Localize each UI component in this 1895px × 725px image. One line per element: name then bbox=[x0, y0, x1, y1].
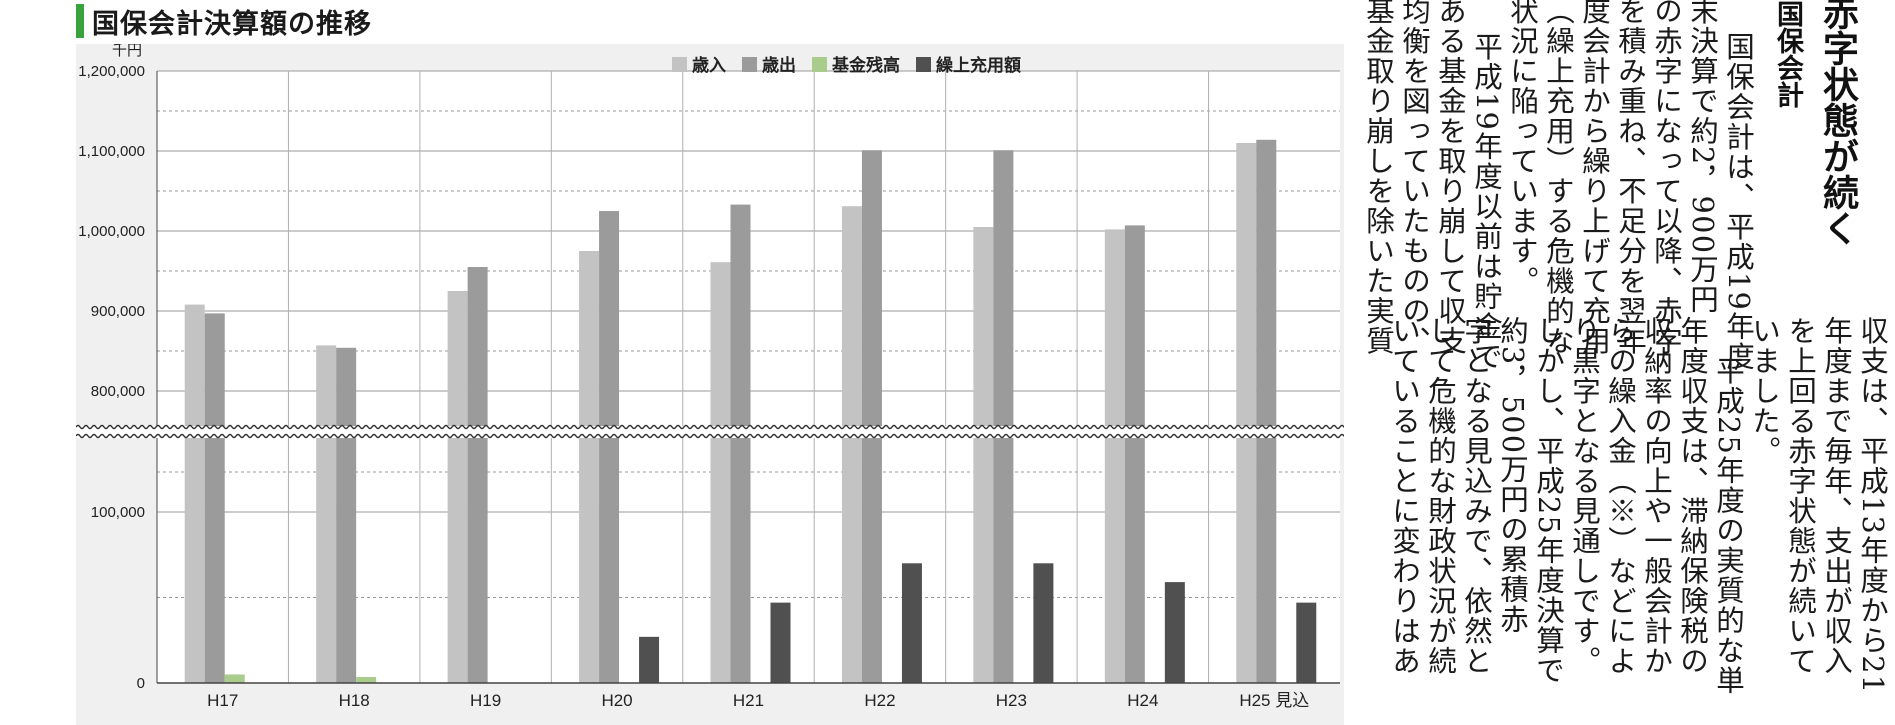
x-tick-label: H18 bbox=[339, 691, 370, 710]
bar-繰上充用額-H25 見込 bbox=[1296, 602, 1317, 683]
article-column-top: 状況に陥っています。 bbox=[1506, 0, 1539, 296]
chart-panel: 0 100,000 800,000 900,000 1,000,000 1,100,000… bbox=[76, 44, 1344, 725]
bar-基金残高-H17 bbox=[224, 674, 245, 683]
article-column-bottom: を上回る赤字状態が続いて bbox=[1784, 316, 1817, 676]
legend-label: 歳出 bbox=[762, 55, 796, 75]
bar-繰上充用額-H20 bbox=[639, 636, 660, 683]
bar-繰上充用額-H24 bbox=[1164, 582, 1185, 683]
article-column-top: 度会計から繰り上げて充用 bbox=[1578, 0, 1611, 356]
article-text: 赤字状態が続く 国保会計 国保会計は、平成19年度 末決算で約2，900万円 の赤字にな… bbox=[1356, 0, 1895, 725]
article-column-top: 基金取り崩しを除いた実質 bbox=[1362, 0, 1395, 356]
x-tick-label: H22 bbox=[864, 691, 895, 710]
article-column-top: ある基金を取り崩して収支 bbox=[1434, 0, 1467, 356]
bar-歳出-H17 bbox=[204, 313, 225, 683]
bar-歳出-H25 見込 bbox=[1256, 139, 1277, 684]
article-column-bottom: 年度収支は、滞納保険税の bbox=[1676, 316, 1709, 676]
bar-歳出-H24 bbox=[1124, 225, 1145, 683]
bar-歳出-H22 bbox=[861, 150, 882, 683]
article-column-top: の赤字になって以降、赤字 bbox=[1650, 0, 1683, 356]
legend-label: 歳入 bbox=[692, 55, 726, 75]
y-tick-label: 100,000 bbox=[91, 504, 145, 521]
y-tick-label: 800,000 bbox=[91, 383, 145, 400]
bar-歳入-H20 bbox=[579, 251, 600, 683]
bar-繰上充用額-H21 bbox=[770, 602, 791, 683]
bar-基金残高-H18 bbox=[356, 677, 377, 683]
axis-break-line bbox=[76, 424, 1344, 430]
page-header: 国保会計決算額の推移 bbox=[0, 0, 1340, 40]
bar-歳入-H22 bbox=[841, 206, 862, 683]
article-column-bottom: して危機的な財政状況が続 bbox=[1424, 316, 1457, 676]
article-subheading: 国保会計 bbox=[1772, 0, 1803, 108]
x-tick-label: H20 bbox=[601, 691, 632, 710]
article-heading: 赤字状態が続く bbox=[1817, 0, 1858, 246]
article-column-bottom: 平成25年度の実質的な単 bbox=[1712, 356, 1745, 696]
bar-歳出-H19 bbox=[467, 267, 488, 683]
bar-歳入-H21 bbox=[710, 262, 731, 683]
article-column-top: を積み重ね、不足分を翌年 bbox=[1614, 0, 1647, 356]
y-tick-label: 0 bbox=[137, 675, 145, 692]
bar-歳入-H25 見込 bbox=[1236, 143, 1257, 683]
page-title: 国保会計決算額の推移 bbox=[92, 9, 372, 40]
axis-break-band bbox=[76, 426, 1344, 438]
bar-chart: 0 100,000 800,000 900,000 1,000,000 1,100,000… bbox=[76, 44, 1344, 710]
y-axis-unit: 千円 bbox=[112, 44, 142, 59]
y-tick-label: 1,200,000 bbox=[78, 63, 145, 80]
legend-swatch-繰上充用額 bbox=[916, 57, 931, 72]
bar-歳出-H20 bbox=[599, 211, 620, 683]
bar-歳入-H24 bbox=[1104, 229, 1125, 683]
x-tick-label: H25 見込 bbox=[1239, 691, 1309, 710]
article-column-bottom: いていることに変わりはあ bbox=[1388, 316, 1421, 676]
bar-歳出-H21 bbox=[730, 204, 751, 683]
bar-歳出-H23 bbox=[993, 150, 1014, 683]
bar-繰上充用額-H23 bbox=[1033, 563, 1054, 683]
legend-swatch-歳出 bbox=[742, 57, 757, 72]
article-column-top: 平成19年度以前は貯金で bbox=[1470, 32, 1503, 372]
bar-歳入-H18 bbox=[316, 345, 337, 683]
bar-歳入-H19 bbox=[447, 291, 468, 683]
y-tick-label: 1,000,000 bbox=[78, 223, 145, 240]
bar-歳入-H17 bbox=[184, 304, 205, 683]
article-column-bottom: 収納率の向上や一般会計か bbox=[1640, 316, 1673, 676]
x-tick-label: H21 bbox=[733, 691, 764, 710]
axis-break-line bbox=[76, 433, 1344, 439]
article-column-bottom: 字となる見込みで、依然と bbox=[1460, 316, 1493, 676]
x-tick-label: H24 bbox=[1127, 691, 1158, 710]
title-accent-bar bbox=[76, 4, 84, 38]
article-column-bottom: らの繰入金（※）などによ bbox=[1604, 316, 1637, 676]
x-tick-label: H19 bbox=[470, 691, 501, 710]
article-column-bottom: り黒字となる見通しです。 bbox=[1568, 316, 1601, 676]
article-column-top: 末決算で約2，900万円 bbox=[1686, 0, 1719, 315]
legend-label: 繰上充用額 bbox=[936, 55, 1021, 75]
bar-歳入-H23 bbox=[973, 227, 994, 683]
y-tick-label: 900,000 bbox=[91, 303, 145, 320]
bar-歳出-H18 bbox=[336, 347, 357, 683]
x-tick-label: H17 bbox=[207, 691, 238, 710]
article-column-bottom: いました。 bbox=[1748, 316, 1781, 466]
article-column-bottom: しかし、平成25年度決算で bbox=[1532, 316, 1565, 686]
article-column-top: （繰上充用）する危機的な bbox=[1542, 0, 1575, 356]
article-column-top: 均衡を図っていたものの、 bbox=[1398, 0, 1431, 356]
article-column-bottom: 約3，500万円の累積赤 bbox=[1496, 316, 1529, 635]
legend-label: 基金残高 bbox=[831, 55, 900, 75]
article-column-bottom: 年度まで毎年、支出が収入 bbox=[1820, 316, 1853, 676]
legend-swatch-基金残高 bbox=[812, 57, 827, 72]
bar-繰上充用額-H22 bbox=[901, 563, 922, 683]
article-column-top: 国保会計は、平成19年度 bbox=[1722, 32, 1755, 372]
article-column-bottom: 収支は、平成13年度から21 bbox=[1856, 316, 1889, 695]
y-tick-label: 1,100,000 bbox=[78, 143, 145, 160]
legend-swatch-歳入 bbox=[672, 57, 687, 72]
x-tick-label: H23 bbox=[996, 691, 1027, 710]
